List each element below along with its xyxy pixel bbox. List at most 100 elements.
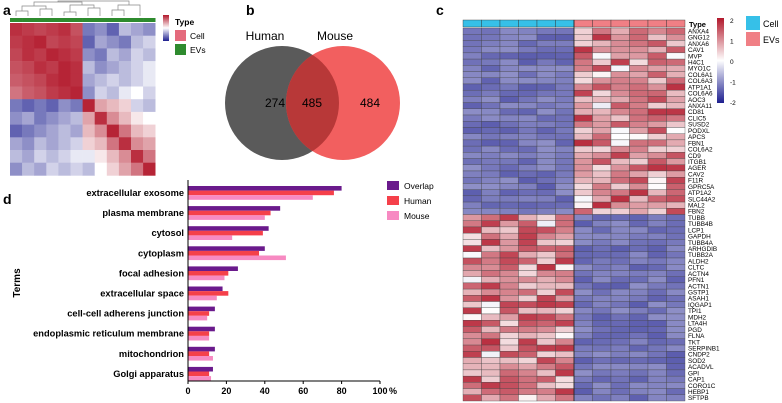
panel-c-heatmap-cell [573, 108, 593, 116]
panel-c-heatmap-cell [481, 220, 501, 228]
panel-c-heatmap-cell [499, 375, 519, 383]
panel-c-heatmap-cell [647, 127, 667, 134]
panel-c-heatmap-cell [536, 257, 556, 265]
panel-a-heatmap-cell [46, 61, 59, 75]
panel-c-heatmap-cell [462, 313, 482, 321]
legend-swatch-human [387, 196, 399, 205]
panel-c-heatmap-cell [462, 27, 482, 35]
panel-c-heatmap-cell [462, 288, 482, 296]
panel-c-heatmap-cell [666, 77, 686, 85]
panel-c-gene-label: COL6A2 [688, 147, 713, 154]
panel-a-heatmap-cell [58, 99, 71, 113]
panel-c-legend-swatch-evs [746, 32, 760, 46]
panel-c-heatmap-cell [499, 201, 519, 209]
panel-c-heatmap-cell [629, 320, 649, 327]
panel-c-heatmap-cell [610, 34, 630, 41]
panel-c-heatmap-cell [573, 320, 593, 327]
panel-c-heatmap-cell [629, 351, 649, 358]
panel-c-heatmap-cell [647, 245, 667, 252]
panel-a-heatmap-cell [58, 124, 71, 138]
panel-a-heatmap-cell [118, 61, 132, 75]
panel-c-heatmap-cell [629, 313, 649, 321]
panel-c-gene-label: SERPINB1 [688, 345, 720, 352]
panel-c-heatmap-cell [610, 344, 630, 352]
panel-c-heatmap-cell [592, 245, 612, 252]
panel-a-heatmap-cell [106, 137, 120, 151]
bar-overlap [188, 326, 215, 332]
panel-a-heatmap-cell [70, 86, 83, 100]
panel-c-heatmap-cell [518, 27, 538, 35]
panel-c-heatmap-cell [499, 183, 519, 190]
panel-c-annotation-cell [573, 19, 593, 28]
panel-a-heatmap-cell [106, 162, 120, 176]
panel-c-heatmap-cell [518, 77, 538, 85]
panel-a-heatmap-cell [82, 35, 95, 49]
panel-c-heatmap-cell [481, 257, 501, 265]
panel-c-heatmap-cell [462, 245, 482, 252]
panel-c-heatmap-cell [573, 394, 593, 402]
panel-c-heatmap-cell [555, 369, 575, 377]
panel-c-heatmap-cell [592, 301, 612, 308]
panel-a-heatmap-cell [34, 111, 47, 125]
panel-c-heatmap-cell [518, 307, 538, 315]
panel-a-heatmap-cell [82, 86, 95, 100]
panel-c-heatmap-cell [536, 52, 556, 60]
panel-c-heatmap-cell [647, 382, 667, 389]
panel-c-heatmap-cell [629, 34, 649, 41]
panel-c-heatmap-cell [499, 34, 519, 41]
panel-c-heatmap-cell [555, 382, 575, 389]
panel-c-heatmap-cell [555, 301, 575, 308]
panel-c-gene-label: CD81 [688, 109, 705, 116]
panel-c-heatmap-cell [462, 326, 482, 333]
panel-c-heatmap-cell [666, 27, 686, 35]
panel-c-heatmap-cell [481, 369, 501, 377]
panel-a-heatmap-cell [143, 23, 156, 36]
panel-a-heatmap-cell [46, 86, 59, 100]
panel-c-heatmap-cell [592, 313, 612, 321]
panel-a-heatmap-cell [46, 73, 59, 87]
panel-c-heatmap-cell [610, 158, 630, 165]
panel-c-heatmap-cell [481, 276, 501, 284]
panel-a-heatmap-cell [82, 124, 95, 138]
panel-c-gene-label: ATP1A1 [688, 84, 712, 91]
panel-c-heatmap-cell [592, 276, 612, 284]
panel-c-heatmap-cell [555, 326, 575, 333]
panel-a-heatmap-cell [70, 23, 83, 36]
panel-c-heatmap-cell [481, 183, 501, 190]
panel-c-heatmap-cell [629, 239, 649, 246]
panel-c-heatmap-cell [610, 357, 630, 364]
panel-a-heatmap-cell [70, 162, 83, 176]
bar-overlap [188, 286, 223, 292]
panel-c-heatmap-cell [666, 164, 686, 172]
panel-a-heatmap-cell [70, 150, 83, 163]
panel-a-heatmap-cell [10, 35, 23, 49]
panel-c-heatmap-cell [536, 195, 556, 203]
panel-c-heatmap-cell [647, 34, 667, 41]
panel-c-heatmap-cell [629, 52, 649, 60]
panel-c-heatmap-cell [573, 282, 593, 290]
panel-c-heatmap-cell [518, 326, 538, 333]
panel-c-heatmap-cell [499, 388, 519, 395]
panel-c-heatmap-cell [629, 133, 649, 141]
panel-c-heatmap-cell [647, 158, 667, 165]
panel-c-heatmap-cell [610, 239, 630, 246]
bar-mouse [188, 356, 213, 361]
panel-c-heatmap-cell [592, 158, 612, 165]
panel-c-heatmap-cell [629, 83, 649, 91]
panel-c-heatmap-cell [555, 89, 575, 97]
panel-c-heatmap-cell [573, 177, 593, 184]
panel-c-heatmap-cell [592, 239, 612, 246]
panel-a-heatmap-cell [46, 124, 59, 138]
panel-c-heatmap-cell [647, 375, 667, 383]
panel-c-heatmap-cell [610, 102, 630, 109]
panel-c-heatmap-cell [555, 114, 575, 122]
panel-c-heatmap-cell [610, 245, 630, 252]
panel-c-heatmap-cell [629, 145, 649, 153]
panel-c-heatmap-cell [462, 257, 482, 265]
panel-a-heatmap-cell [22, 150, 35, 163]
panel-c-heatmap-cell [481, 288, 501, 296]
panel-c-heatmap-cell [647, 307, 667, 315]
panel-c-heatmap-cell [555, 27, 575, 35]
panel-a-heatmap-cell [46, 35, 59, 49]
panel-a-heatmap-cell [131, 111, 144, 125]
